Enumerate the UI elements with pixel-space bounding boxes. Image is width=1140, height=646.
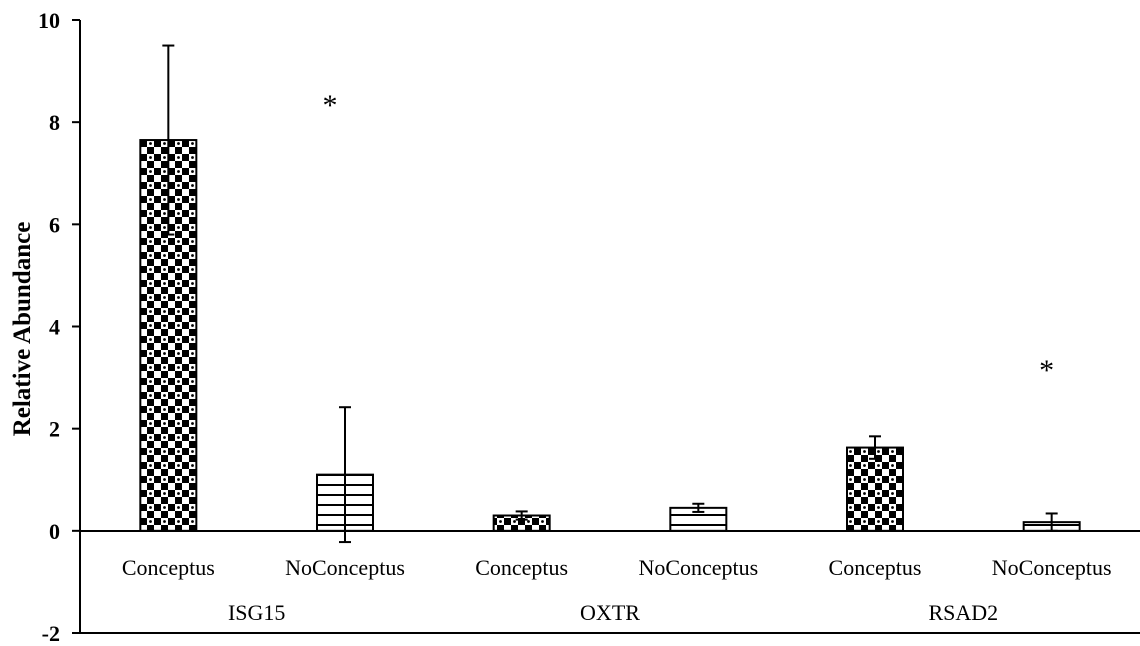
y-tick-group: -2 0 2 4 6 8 10 [38, 8, 80, 646]
y-tick-label: -2 [42, 621, 60, 646]
error-bars-group [162, 44, 1058, 544]
category-label: Conceptus [829, 555, 922, 580]
category-label: NoConceptus [285, 555, 405, 580]
annotations-group: ** [323, 89, 1055, 387]
category-label: NoConceptus [638, 555, 758, 580]
group-label-isg15: ISG15 [228, 600, 285, 625]
category-labels-group: Conceptus NoConceptus Conceptus NoConceptus… [122, 555, 1112, 580]
group-label-oxtr: OXTR [580, 600, 640, 625]
y-tick-label: 6 [49, 212, 60, 237]
group-label-rsad2: RSAD2 [928, 600, 998, 625]
bars-group [139, 139, 1081, 532]
y-tick-label: 2 [49, 417, 60, 442]
y-axis-label: Relative Abundance [9, 222, 36, 437]
category-label: Conceptus [122, 555, 215, 580]
category-label: Conceptus [475, 555, 568, 580]
bar-rsad2-conceptus [846, 446, 904, 532]
y-tick-label: 8 [49, 110, 60, 135]
category-label: NoConceptus [992, 555, 1112, 580]
y-tick-label: 0 [49, 519, 60, 544]
significance-asterisk: * [1039, 354, 1054, 387]
significance-asterisk: * [323, 89, 338, 122]
y-tick-label: 10 [38, 8, 60, 33]
y-tick-label: 4 [49, 315, 60, 340]
group-labels-group: ISG15 OXTR RSAD2 [228, 600, 998, 625]
